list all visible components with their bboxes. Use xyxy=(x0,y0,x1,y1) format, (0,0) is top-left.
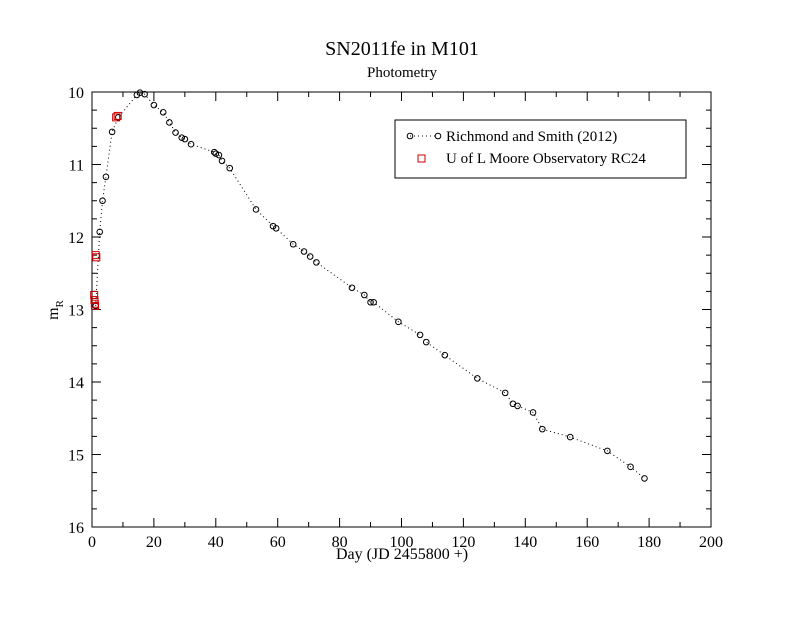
data-point-richmond xyxy=(627,463,634,471)
y-axis-label-main: m xyxy=(45,307,62,320)
y-axis-label-sub: R xyxy=(54,299,66,307)
data-point-richmond xyxy=(370,298,377,306)
data-point-richmond xyxy=(108,128,116,136)
y-tick-label: 16 xyxy=(68,520,84,537)
data-point-richmond xyxy=(181,135,189,143)
y-tick-label: 15 xyxy=(68,448,84,465)
y-tick-label: 12 xyxy=(68,230,84,247)
data-point-moore xyxy=(90,291,99,299)
legend-box xyxy=(394,119,687,179)
series-line-0 xyxy=(95,92,645,479)
data-point-moore xyxy=(91,251,100,260)
data-point-richmond xyxy=(172,129,179,136)
legend-label-richmond: Richmond and Smith (2012) xyxy=(446,129,617,145)
data-point-richmond xyxy=(501,389,509,397)
data-point-richmond xyxy=(136,89,144,97)
data-point-richmond xyxy=(272,225,280,232)
data-point-richmond xyxy=(348,284,356,292)
data-point-richmond xyxy=(604,447,611,455)
data-point-richmond xyxy=(474,375,481,382)
data-point-richmond xyxy=(289,240,297,248)
x-tick-label: 140 xyxy=(513,534,537,551)
y-tick-label: 13 xyxy=(68,303,84,320)
y-tick-label: 14 xyxy=(68,375,84,392)
data-point-richmond xyxy=(215,151,223,159)
series-layer xyxy=(90,89,648,482)
data-point-richmond xyxy=(361,291,368,299)
x-tick-label: 80 xyxy=(332,534,348,551)
legend-marker-richmond xyxy=(406,132,414,140)
data-point-richmond xyxy=(566,433,574,441)
x-tick-label: 0 xyxy=(88,534,96,551)
data-point-richmond xyxy=(422,338,430,346)
legend-marker-richmond-end xyxy=(434,132,442,140)
data-point-richmond xyxy=(159,109,167,116)
data-point-richmond xyxy=(641,475,648,482)
legend: Richmond and Smith (2012) U of L Moore O… xyxy=(394,119,687,179)
data-point-richmond xyxy=(96,228,104,236)
x-tick-label: 160 xyxy=(575,534,599,551)
data-point-richmond xyxy=(166,119,173,126)
x-axis-label: Day (JD 2455800 +) xyxy=(336,546,468,563)
data-point-richmond xyxy=(141,90,148,98)
data-point-richmond xyxy=(102,173,110,181)
y-tick-label: 11 xyxy=(69,158,84,175)
data-point-richmond xyxy=(187,140,195,148)
x-tick-label: 40 xyxy=(208,534,224,551)
x-tick-label: 180 xyxy=(637,534,661,551)
data-point-richmond xyxy=(212,150,220,157)
x-tick-label: 200 xyxy=(699,534,723,551)
data-point-moore xyxy=(112,113,121,122)
data-point-richmond xyxy=(252,206,260,213)
svg-text:mR: mR xyxy=(45,299,66,319)
data-point-richmond xyxy=(514,402,521,410)
data-point-richmond xyxy=(395,318,402,326)
data-point-richmond xyxy=(218,157,226,165)
data-point-richmond xyxy=(306,253,314,260)
chart-subtitle: Photometry xyxy=(367,65,437,81)
data-point-richmond xyxy=(226,164,234,172)
legend-marker-moore xyxy=(417,154,426,163)
data-point-richmond xyxy=(99,197,106,205)
data-point-richmond xyxy=(178,134,186,141)
axis-ticks: 0 20 40 60 80 100 120 140 160 180 200 10 11 12 13 14 15 1… xyxy=(68,85,723,551)
chart-title: SN2011fe in M101 xyxy=(325,38,479,60)
data-point-richmond xyxy=(529,409,537,416)
x-tick-label: 120 xyxy=(451,534,475,551)
x-tick-label: 100 xyxy=(390,534,414,551)
y-tick-label: 10 xyxy=(68,85,84,102)
data-point-moore xyxy=(91,301,100,310)
data-point-moore xyxy=(113,111,122,120)
y-axis-label: mR xyxy=(45,299,66,319)
x-tick-label: 20 xyxy=(146,534,162,551)
x-tick-label: 60 xyxy=(270,534,286,551)
data-point-richmond xyxy=(539,425,546,433)
data-point-richmond xyxy=(313,259,320,266)
data-point-richmond xyxy=(300,248,308,255)
data-point-richmond xyxy=(416,331,424,339)
data-point-richmond xyxy=(441,351,449,359)
data-point-moore xyxy=(92,253,101,262)
data-point-richmond xyxy=(367,298,374,306)
data-point-richmond xyxy=(210,148,218,156)
data-point-richmond xyxy=(150,101,158,109)
legend-label-moore: U of L Moore Observatory RC24 xyxy=(446,151,646,167)
